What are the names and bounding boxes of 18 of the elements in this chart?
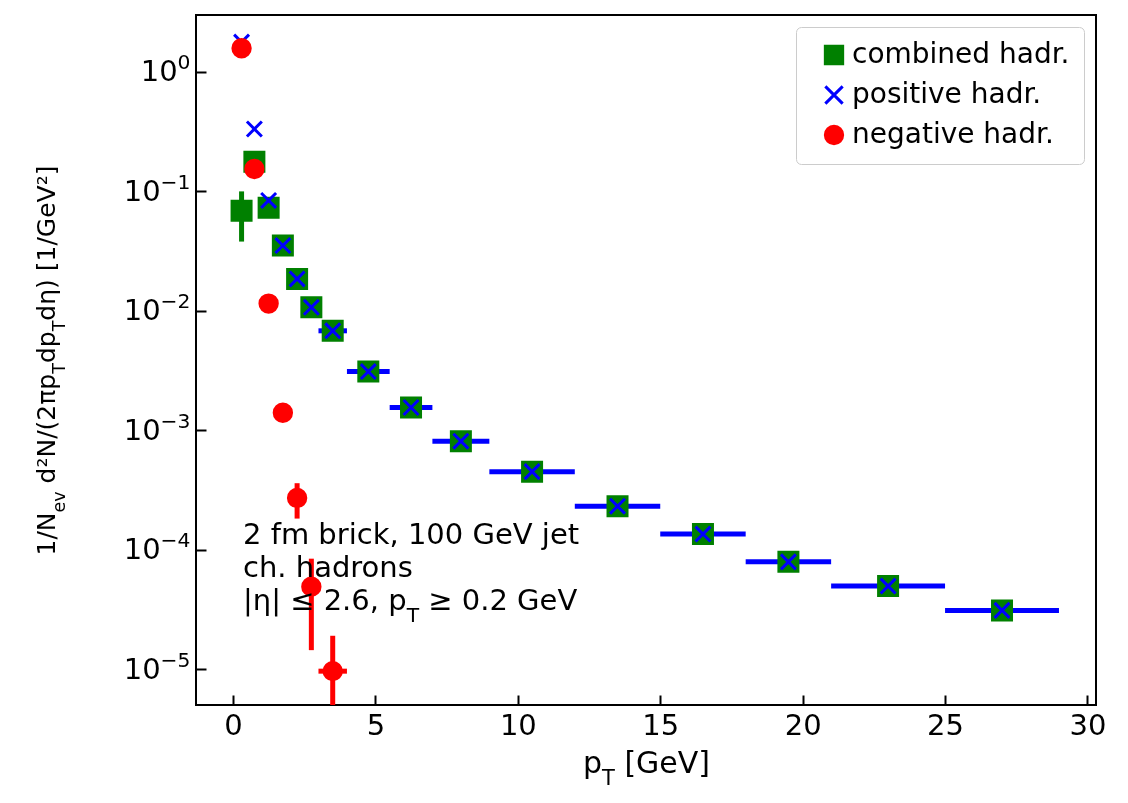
legend-label: combined hadr.: [852, 37, 1070, 70]
y-tick-label: 10$^{−3}$: [123, 408, 191, 447]
y-tick-label: 10$^{−4}$: [123, 528, 191, 567]
x-tick-label: 5: [366, 707, 386, 742]
x-tick-label: 10: [499, 707, 537, 742]
y-tick-label: 10$^{−1}$: [123, 169, 191, 208]
x-tick-label: 0: [224, 707, 243, 742]
x-axis-title: p$_{T}$ [GeV]: [582, 744, 711, 790]
y-tick-label: 10$^{0}$: [140, 50, 191, 89]
legend-label: negative hadr.: [852, 117, 1054, 150]
x-tick-label: 30: [1069, 707, 1107, 742]
y-tick-label: 10$^{−2}$: [123, 289, 191, 328]
annotation: 2 fm brick, 100 GeV jet: [243, 517, 580, 551]
legend-label: positive hadr.: [852, 77, 1042, 110]
y-tick-label: 10$^{−5}$: [123, 647, 191, 686]
x-tick-label: 15: [642, 707, 680, 742]
x-tick-label: 25: [927, 707, 964, 742]
x-tick-label: 20: [784, 707, 822, 742]
